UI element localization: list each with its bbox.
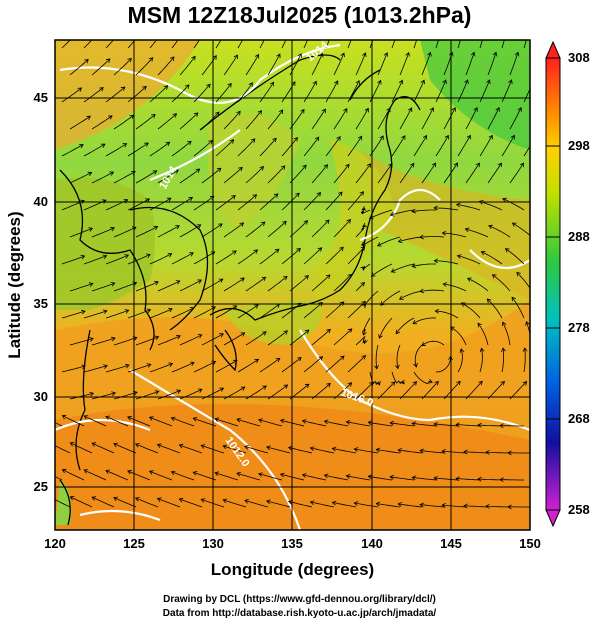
- colorbar-label: 278: [568, 320, 590, 335]
- colorbar-label: 298: [568, 138, 590, 153]
- y-axis-label: Latitude (degrees): [5, 211, 24, 359]
- grid-lines: [55, 40, 530, 530]
- x-tick-label: 120: [44, 536, 66, 551]
- plot-frame: [54, 39, 531, 531]
- coastlines: [59, 54, 421, 526]
- colorbar-label: 258: [568, 502, 590, 517]
- y-tick-label: 35: [33, 296, 48, 311]
- colorbar-label: 268: [568, 411, 590, 426]
- credit-drawing: Drawing by DCL (https://www.gfd-dennou.o…: [163, 594, 436, 605]
- y-tick-label: 30: [33, 389, 48, 404]
- x-tick-label: 150: [519, 536, 541, 551]
- y-tick-label: 45: [33, 90, 48, 105]
- colorbar: [545, 40, 561, 528]
- x-tick-label: 125: [123, 536, 145, 551]
- x-axis-label: Longitude (degrees): [210, 560, 375, 579]
- x-tick-label: 130: [202, 536, 224, 551]
- x-tick-label: 145: [440, 536, 462, 551]
- colorbar-label: 288: [568, 229, 590, 244]
- map-title: MSM 12Z18Jul2025 (1013.2hPa): [127, 2, 472, 28]
- colorbar-top-arrow: [545, 40, 561, 59]
- y-tick-label: 25: [33, 479, 48, 494]
- credit-data: Data from http://database.rish.kyoto-u.a…: [162, 608, 437, 619]
- colorbar-bottom-arrow: [545, 509, 561, 528]
- y-tick-label: 40: [33, 194, 48, 209]
- colorbar-label: 308: [568, 50, 590, 65]
- x-tick-label: 140: [361, 536, 383, 551]
- x-tick-label: 135: [281, 536, 303, 551]
- pressure-contours: [55, 43, 530, 530]
